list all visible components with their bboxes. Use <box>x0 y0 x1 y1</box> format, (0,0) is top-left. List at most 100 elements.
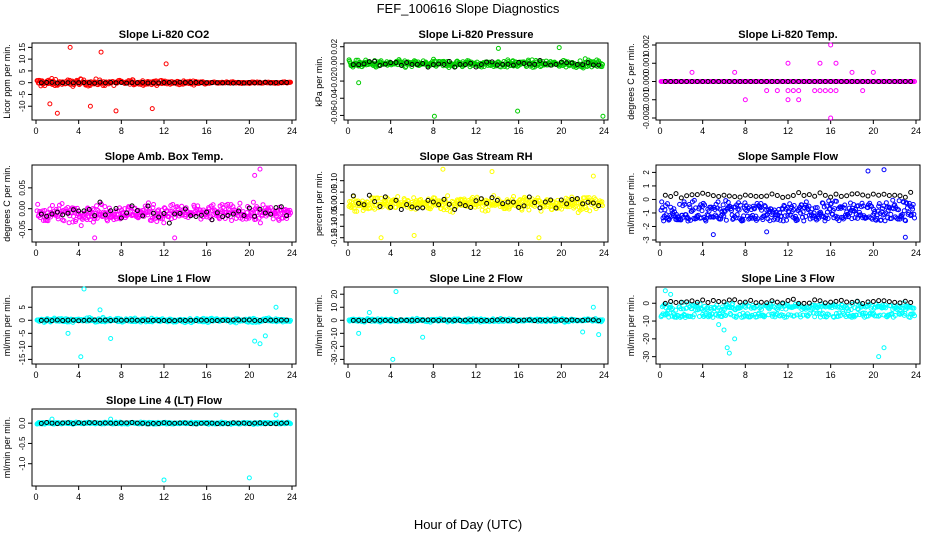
hourly-point <box>356 200 362 206</box>
sample-point <box>737 202 743 208</box>
hourly-point <box>366 318 372 324</box>
x-tick-label: 20 <box>244 370 254 380</box>
sample-point <box>154 219 160 225</box>
sample-point <box>172 235 178 241</box>
y-tick-label: -2 <box>642 222 651 230</box>
hourly-point <box>849 299 855 305</box>
y-tick-label: -1 <box>642 209 651 217</box>
x-tick-label: 20 <box>244 492 254 502</box>
sample-point <box>525 201 531 207</box>
hourly-point <box>780 194 786 200</box>
sample-point <box>848 307 854 313</box>
hourly-point <box>796 79 802 84</box>
hourly-point <box>220 80 226 86</box>
y-tick-label: -0.05 <box>330 205 339 224</box>
sample-point <box>102 204 108 210</box>
sample-point <box>881 211 887 217</box>
hourly-point <box>204 317 210 323</box>
sample-point <box>899 211 905 217</box>
hourly-point <box>796 300 802 306</box>
hourly-point <box>716 79 722 84</box>
hourly-point <box>812 193 818 199</box>
hourly-point <box>361 318 367 324</box>
hourly-point <box>452 317 458 323</box>
sample-point <box>719 208 725 214</box>
panel-title: Slope Li-820 CO2 <box>119 29 209 41</box>
hourly-point <box>118 79 124 85</box>
hourly-point <box>129 80 135 86</box>
sample-point <box>668 291 674 297</box>
sample-point <box>411 232 417 238</box>
hourly-point <box>257 318 263 324</box>
hourly-point <box>662 79 668 84</box>
hourly-point <box>425 197 431 203</box>
hourly-point <box>145 203 151 209</box>
sample-point <box>812 205 818 211</box>
sample-point <box>883 200 889 206</box>
sample-point <box>580 329 586 335</box>
hourly-point <box>436 61 442 67</box>
sample-point <box>791 313 797 319</box>
hourly-point <box>500 61 506 67</box>
hourly-point <box>532 200 538 206</box>
sample-point <box>661 218 667 224</box>
x-tick-label: 24 <box>287 492 297 502</box>
hourly-point <box>585 60 591 66</box>
hourly-point <box>150 317 156 323</box>
hourly-point <box>102 80 108 86</box>
sample-point <box>859 200 865 206</box>
hourly-point <box>172 211 178 217</box>
hourly-point <box>241 80 247 86</box>
sample-point <box>73 216 79 222</box>
sample-point <box>800 209 806 215</box>
hourly-point <box>278 420 284 426</box>
sample-point <box>903 218 909 224</box>
hourly-point <box>748 297 754 303</box>
y-tick-label: 0.0 <box>18 417 27 429</box>
hourly-point <box>140 213 146 219</box>
hourly-points <box>662 79 914 84</box>
hourly-point <box>689 298 695 304</box>
hourly-point <box>177 79 183 85</box>
hourly-point <box>257 80 263 86</box>
sample-point <box>699 208 705 214</box>
sample-point <box>817 307 823 313</box>
hourly-point <box>462 203 468 209</box>
hourly-point <box>753 300 759 306</box>
sample-point <box>721 213 727 219</box>
hourly-point <box>822 79 828 84</box>
hourly-point <box>252 213 258 219</box>
sample-point <box>764 229 770 235</box>
hourly-point <box>145 80 151 86</box>
sample-point <box>659 199 665 205</box>
hourly-point <box>97 199 103 205</box>
sample-point <box>250 199 256 205</box>
sample-points <box>658 167 918 240</box>
hourly-point <box>668 193 674 199</box>
hourly-point <box>553 205 559 211</box>
hourly-point <box>76 80 82 86</box>
y-axis-label: degrees C per min. <box>2 165 12 242</box>
hourly-point <box>694 299 700 305</box>
sample-point <box>844 209 850 215</box>
sample-point <box>87 103 93 109</box>
hourly-point <box>860 79 866 84</box>
sample-point <box>257 341 263 347</box>
hourly-point <box>689 192 695 198</box>
sample-point <box>66 220 72 226</box>
sample-point <box>485 207 491 213</box>
hourly-point <box>705 79 711 84</box>
sample-point <box>803 199 809 205</box>
hourly-point <box>81 80 87 86</box>
hourly-point <box>742 192 748 198</box>
hourly-point <box>204 420 210 426</box>
sample-point <box>822 88 828 94</box>
y-tick-label: 0.05 <box>18 180 27 196</box>
hourly-point <box>188 421 194 427</box>
hourly-points <box>38 199 290 226</box>
sample-point <box>685 218 691 224</box>
y-axis-label: ml/min per min. <box>626 295 636 357</box>
sample-points <box>34 44 294 116</box>
hourly-point <box>436 202 442 208</box>
